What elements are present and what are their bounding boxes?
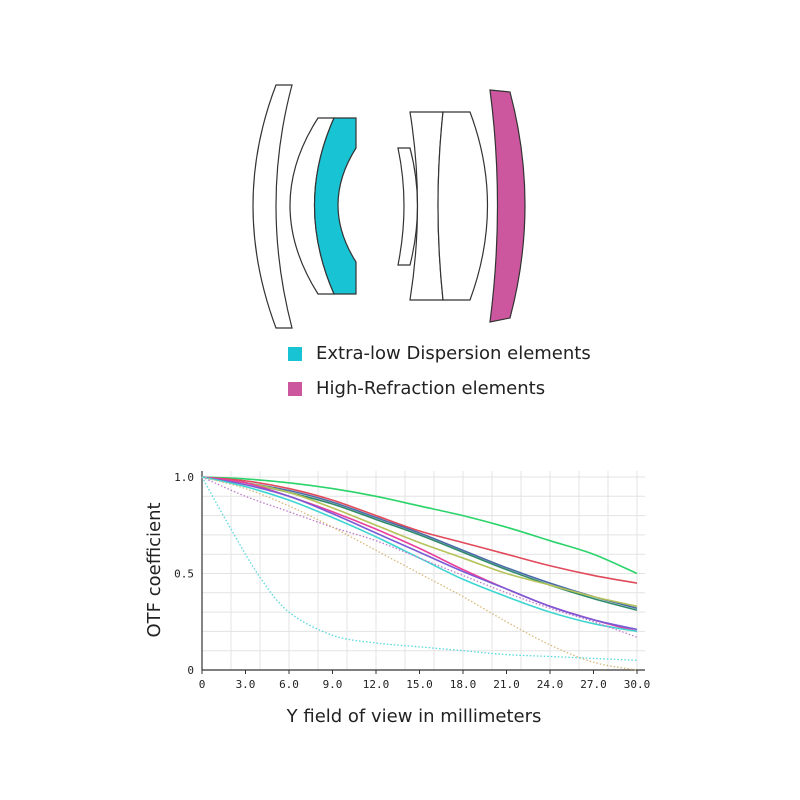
x-tick-label: 21.0 [493,678,520,691]
lens-diagram [252,84,526,329]
chart-axes [201,471,645,671]
otf-chart: 0 3.0 6.0 9.0 12.0 15.0 18.0 21.0 24.0 27.0 30.0 0 0… [144,471,650,727]
x-tick-label: 24.0 [537,678,564,691]
x-tick-label: 18.0 [450,678,477,691]
legend-item-ed: Extra-low Dispersion elements [288,343,591,364]
lens-element-6 [437,111,489,301]
lens-element-1 [252,84,293,329]
x-tick-label: 9.0 [323,678,343,691]
chart-ticks: 0 3.0 6.0 9.0 12.0 15.0 18.0 21.0 24.0 27.0 30.0 0 0… [174,471,650,691]
series-line-2 [201,476,638,584]
series-line-11 [201,476,638,661]
series-line-5 [201,476,638,608]
y-tick-label: 0.5 [174,568,194,581]
series-line-7 [201,476,638,631]
chart-grid [201,471,645,671]
series-line-1 [201,476,638,575]
hr-swatch [288,381,302,396]
x-tick-label: 0 [199,678,206,691]
x-tick-label: 15.0 [406,678,433,691]
x-tick-label: 12.0 [363,678,390,691]
lens-element-4 [397,147,419,266]
legend-item-hr: High-Refraction elements [288,378,545,399]
ed-swatch [288,346,302,361]
legend-label-hr: High-Refraction elements [316,378,546,399]
series-line-10 [201,476,638,671]
x-axis-label: Y field of view in millimeters [286,706,542,727]
hr-lens-element [489,89,526,323]
legend-label-ed: Extra-low Dispersion elements [316,343,591,364]
x-tick-label: 27.0 [580,678,607,691]
chart-lines [201,476,638,671]
y-tick-label: 0 [187,664,194,677]
ed-lens-element [313,117,357,295]
x-tick-label: 30.0 [624,678,651,691]
series-line-9 [201,476,638,638]
y-tick-label: 1.0 [174,471,194,484]
y-axis-label: OTF coefficient [144,502,165,637]
series-line-3 [201,476,638,610]
x-tick-label: 3.0 [236,678,256,691]
x-tick-label: 6.0 [279,678,299,691]
